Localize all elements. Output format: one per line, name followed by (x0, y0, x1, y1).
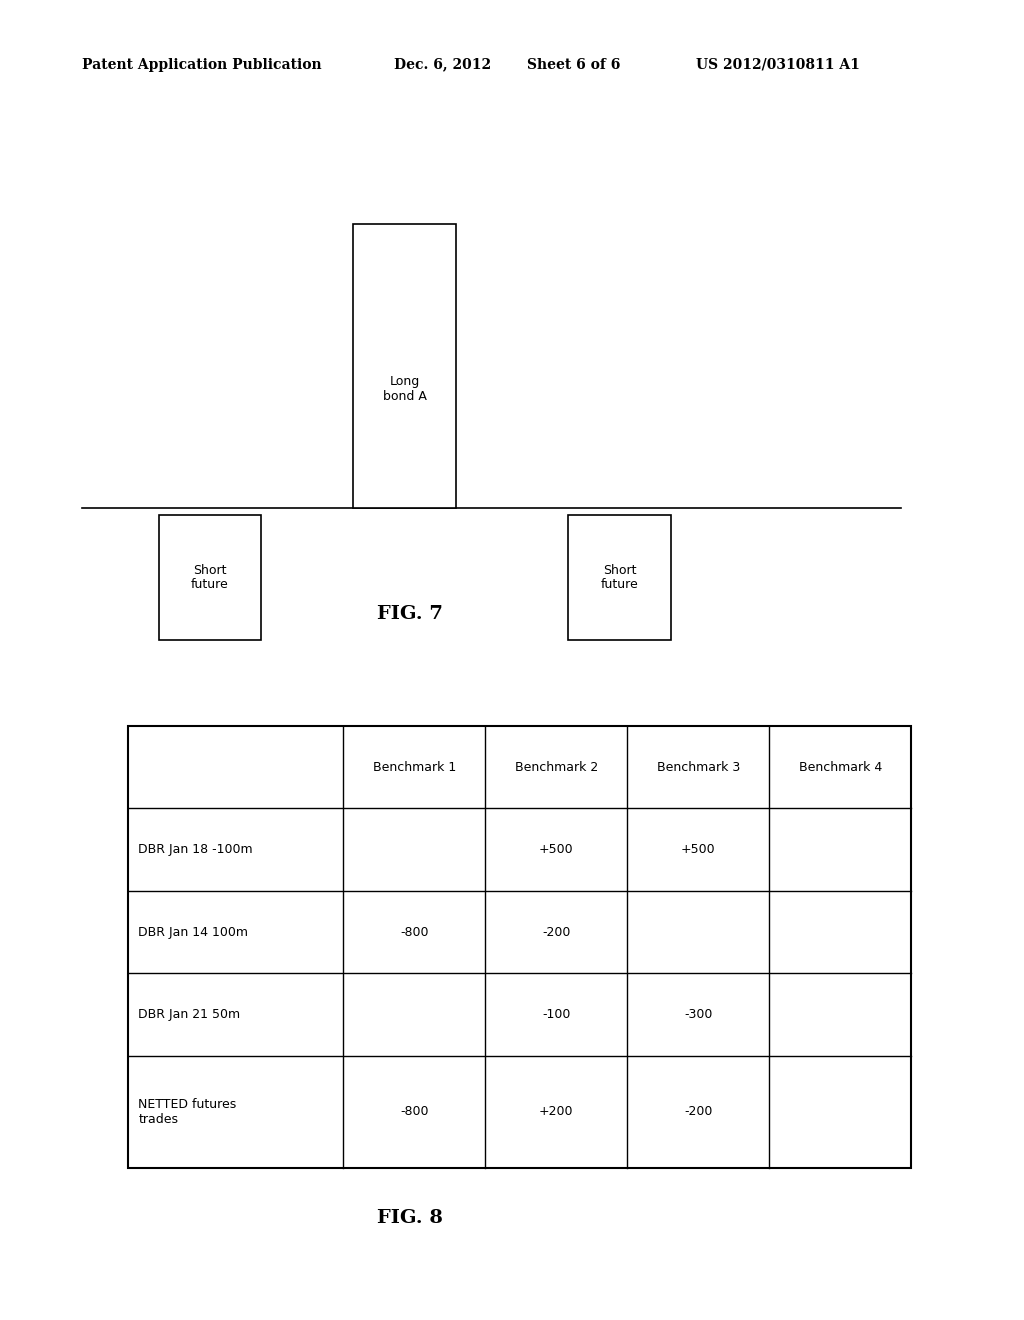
Text: Long
bond A: Long bond A (383, 375, 426, 403)
Text: Benchmark 2: Benchmark 2 (515, 760, 598, 774)
Text: Benchmark 1: Benchmark 1 (373, 760, 456, 774)
Text: -800: -800 (400, 1105, 428, 1118)
Text: US 2012/0310811 A1: US 2012/0310811 A1 (696, 58, 860, 71)
Bar (353, 224, 456, 508)
Text: -200: -200 (542, 925, 570, 939)
Text: Benchmark 3: Benchmark 3 (656, 760, 740, 774)
Text: DBR Jan 18 -100m: DBR Jan 18 -100m (138, 843, 253, 857)
Text: FIG. 8: FIG. 8 (377, 1209, 442, 1228)
Text: DBR Jan 14 100m: DBR Jan 14 100m (138, 925, 248, 939)
Text: -100: -100 (542, 1008, 570, 1022)
Text: Dec. 6, 2012: Dec. 6, 2012 (394, 58, 492, 71)
Text: +500: +500 (539, 843, 573, 857)
Text: +200: +200 (539, 1105, 573, 1118)
Bar (128, 726, 911, 1168)
Text: +500: +500 (681, 843, 716, 857)
Bar (159, 515, 261, 640)
Text: Patent Application Publication: Patent Application Publication (82, 58, 322, 71)
Bar (568, 515, 671, 640)
Text: FIG. 7: FIG. 7 (377, 605, 442, 623)
Text: Short
future: Short future (601, 564, 638, 591)
Text: NETTED futures
trades: NETTED futures trades (138, 1098, 237, 1126)
Text: DBR Jan 21 50m: DBR Jan 21 50m (138, 1008, 241, 1022)
Text: Sheet 6 of 6: Sheet 6 of 6 (527, 58, 621, 71)
Text: -800: -800 (400, 925, 428, 939)
Text: Benchmark 4: Benchmark 4 (799, 760, 882, 774)
Text: -300: -300 (684, 1008, 713, 1022)
Text: Short
future: Short future (191, 564, 228, 591)
Text: -200: -200 (684, 1105, 713, 1118)
